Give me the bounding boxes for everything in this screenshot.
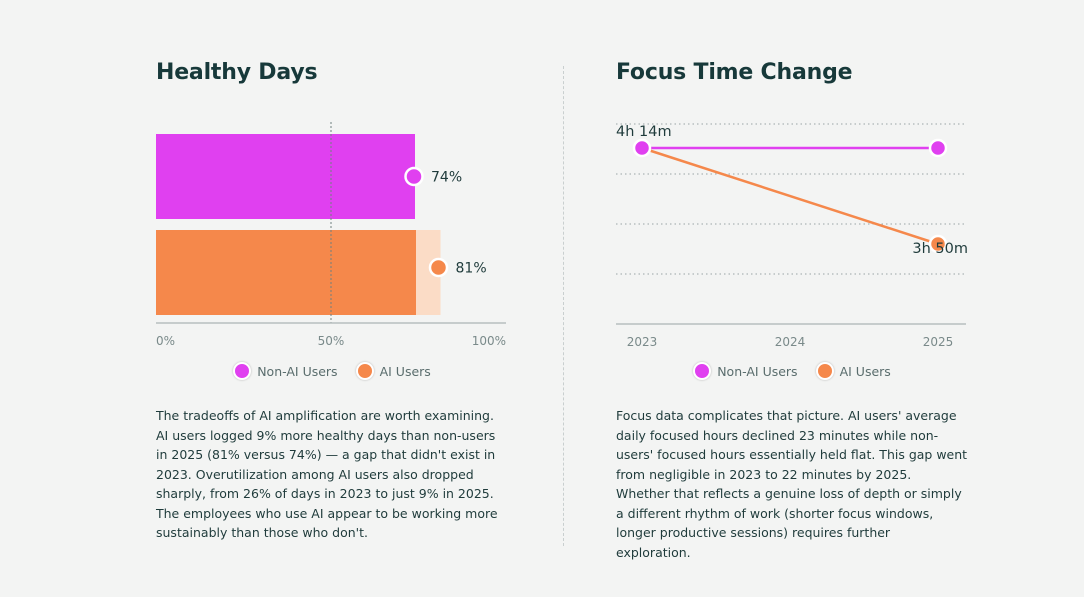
legend-item-ai: AI Users [355, 362, 431, 380]
legend-dot-ai [355, 362, 374, 380]
x-tick-label: 50% [318, 334, 345, 348]
x-tick-label: 2024 [775, 335, 806, 349]
focus-time-title: Focus Time Change [616, 60, 853, 85]
healthy-days-title: Healthy Days [156, 60, 318, 85]
focus-time-legend: Non-AI Users AI Users [616, 362, 968, 380]
legend-label-non-ai: Non-AI Users [717, 363, 798, 379]
annotation-start: 4h 14m [616, 124, 672, 140]
bar-value-label-ai: 81% [456, 261, 487, 277]
legend-dot-non-ai [693, 362, 712, 380]
healthy-days-chart: 74% 81% 0% 50% 100% [156, 122, 506, 348]
data-point-non-ai [928, 138, 948, 158]
legend-label-ai: AI Users [839, 363, 891, 379]
bar-value-label-non-ai: 74% [431, 170, 462, 186]
data-point-ai [928, 234, 948, 254]
x-tick-label: 100% [472, 334, 506, 348]
bar-non-ai [156, 134, 415, 219]
legend-dot-non-ai [233, 362, 252, 380]
legend-label-non-ai: Non-AI Users [257, 363, 338, 379]
focus-time-panel: Focus Time Change 4h 14m 3h 50m 2023 2024 20… [616, 0, 968, 597]
x-tick-label: 0% [156, 334, 175, 348]
bar-marker-non-ai [404, 166, 424, 187]
annotation-end: 3h 50m [912, 241, 968, 257]
x-tick-label: 2025 [923, 335, 954, 349]
healthy-days-panel: Healthy Days 74% 81% 0% 50% 100% Non-AI User… [156, 0, 508, 597]
focus-time-chart: 4h 14m 3h 50m 2023 2024 2025 [616, 123, 968, 349]
legend-item-non-ai: Non-AI Users [693, 362, 798, 380]
legend-item-ai: AI Users [815, 362, 891, 380]
healthy-days-paragraph: The tradeoffs of AI amplification are wo… [156, 408, 498, 540]
x-tick-label: 2023 [627, 335, 658, 349]
bar-marker-ai [428, 257, 449, 278]
legend-item-non-ai: Non-AI Users [233, 362, 338, 380]
healthy-days-legend: Non-AI Users AI Users [156, 362, 508, 380]
legend-dot-ai [815, 362, 834, 380]
legend-label-ai: AI Users [379, 363, 431, 379]
focus-time-paragraph: Focus data complicates that picture. AI … [616, 408, 968, 560]
data-point-non-ai [632, 138, 652, 158]
series-line-ai [641, 146, 939, 246]
panel-divider [563, 66, 564, 546]
bar-ai [156, 230, 416, 315]
